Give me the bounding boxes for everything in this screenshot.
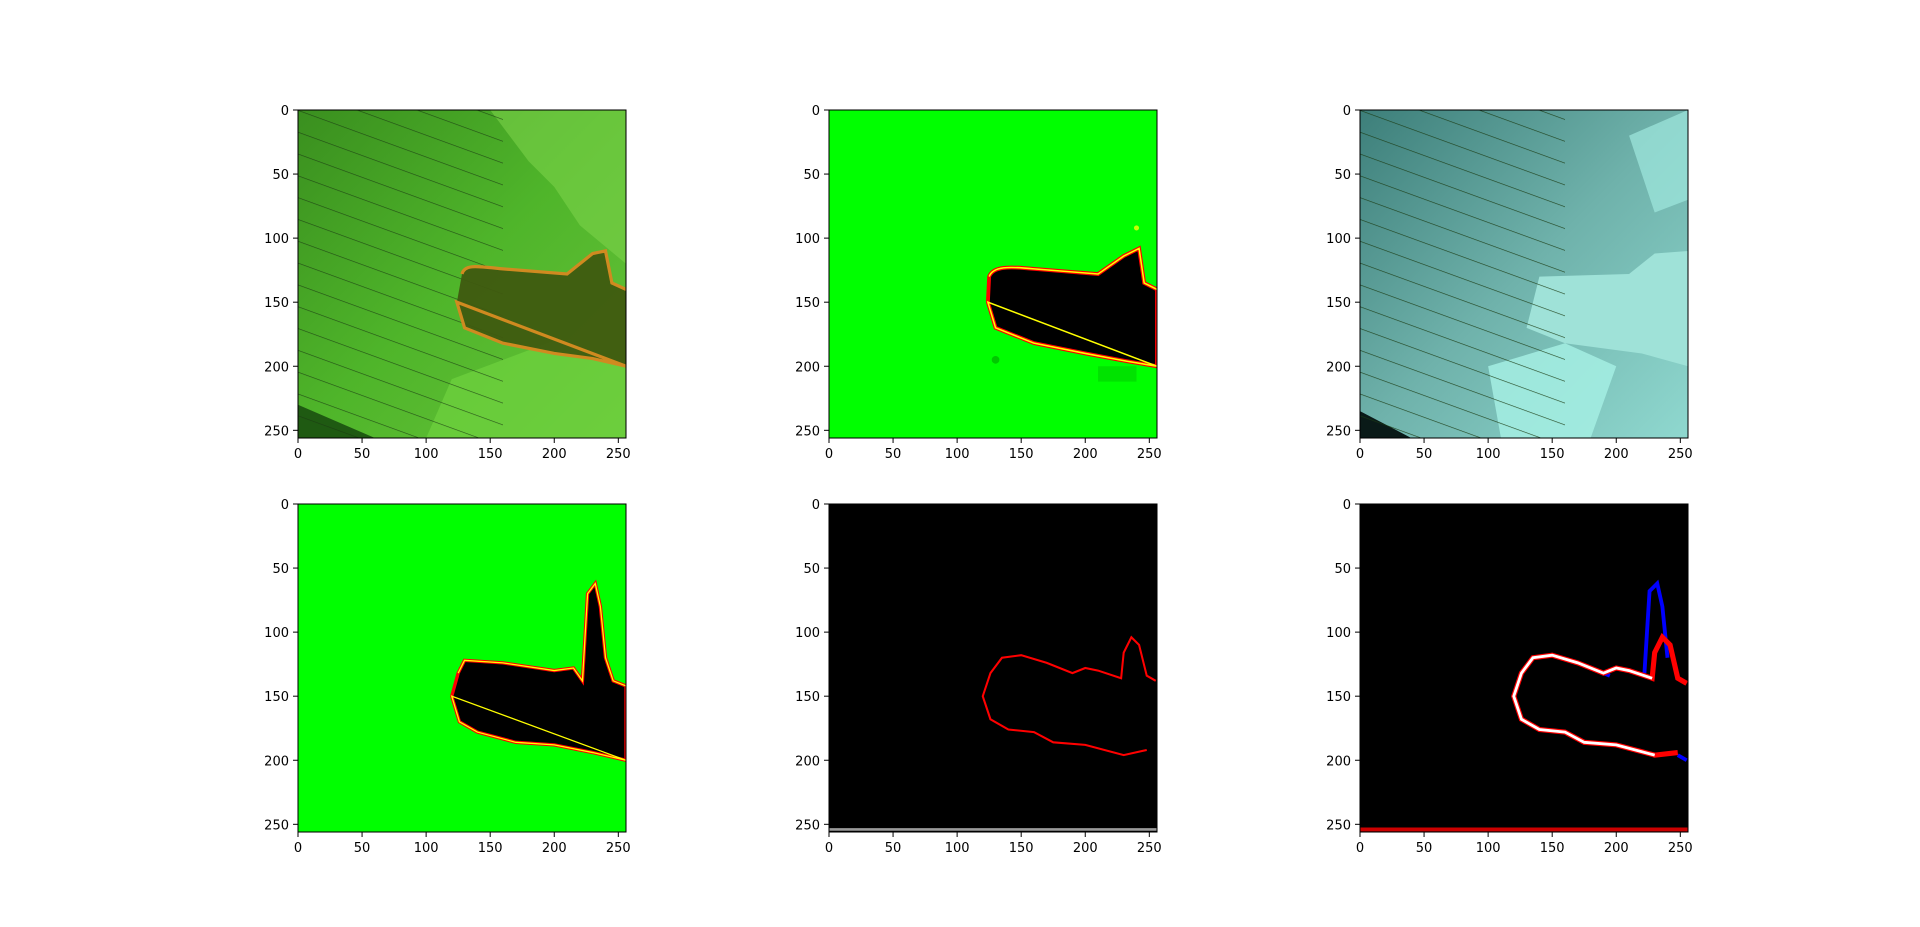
x-tick-label: 50: [885, 447, 902, 462]
y-tick-label: 250: [1326, 818, 1351, 833]
y-tick-label: 250: [264, 424, 289, 439]
image-panel-2-1: [297, 503, 627, 833]
x-tick-label: 0: [1356, 447, 1364, 462]
axis-ticks: 0 50 100 150 200 250 0 50 100 150 200 250 0 50 100 150 2…: [264, 104, 1693, 856]
x-tick-label: 250: [1137, 841, 1162, 856]
x-tick-label: 200: [1073, 447, 1098, 462]
y-tick-label: 100: [795, 232, 820, 247]
x-tick-label: 150: [1009, 447, 1034, 462]
y-tick-label: 100: [1326, 626, 1351, 641]
x-tick-label: 100: [945, 841, 970, 856]
y-tick-label: 150: [795, 690, 820, 705]
x-tick-label: 50: [1416, 841, 1433, 856]
y-tick-label: 50: [1334, 562, 1351, 577]
x-tick-label: 0: [825, 447, 833, 462]
y-tick-label: 150: [795, 296, 820, 311]
y-tick-label: 0: [812, 104, 820, 119]
x-tick-label: 0: [1356, 841, 1364, 856]
x-tick-label: 200: [1073, 841, 1098, 856]
x-tick-label: 0: [294, 841, 302, 856]
y-tick-label: 0: [812, 498, 820, 513]
y-tick-label: 50: [272, 562, 289, 577]
image-panel-1-3: [1359, 109, 1689, 439]
y-tick-label: 150: [1326, 690, 1351, 705]
y-tick-label: 250: [264, 818, 289, 833]
x-tick-label: 150: [1540, 841, 1565, 856]
y-tick-label: 50: [803, 562, 820, 577]
x-tick-label: 100: [945, 447, 970, 462]
x-tick-label: 150: [478, 841, 503, 856]
x-tick-label: 50: [354, 447, 371, 462]
y-tick-label: 0: [281, 498, 289, 513]
y-tick-label: 0: [281, 104, 289, 119]
x-tick-label: 0: [825, 841, 833, 856]
x-tick-label: 50: [1416, 447, 1433, 462]
x-tick-label: 100: [1476, 841, 1501, 856]
y-tick-label: 200: [1326, 360, 1351, 375]
image-panel-1-1: [297, 109, 627, 439]
x-tick-label: 150: [1540, 447, 1565, 462]
y-tick-label: 200: [264, 360, 289, 375]
image-panel-1-2: [828, 109, 1158, 439]
y-tick-label: 100: [795, 626, 820, 641]
x-tick-label: 50: [354, 841, 371, 856]
x-tick-label: 250: [1137, 447, 1162, 462]
image-panel-2-3: [1359, 503, 1689, 833]
y-tick-label: 150: [264, 296, 289, 311]
y-tick-label: 200: [795, 360, 820, 375]
y-tick-label: 100: [1326, 232, 1351, 247]
x-tick-label: 0: [294, 447, 302, 462]
y-tick-label: 0: [1343, 104, 1351, 119]
x-tick-label: 50: [885, 841, 902, 856]
y-tick-label: 200: [1326, 754, 1351, 769]
x-tick-label: 150: [478, 447, 503, 462]
x-tick-label: 150: [1009, 841, 1034, 856]
x-tick-label: 100: [1476, 447, 1501, 462]
y-tick-label: 150: [264, 690, 289, 705]
y-tick-label: 50: [272, 168, 289, 183]
x-tick-label: 250: [606, 447, 631, 462]
y-tick-label: 100: [264, 626, 289, 641]
x-tick-label: 100: [414, 841, 439, 856]
y-tick-label: 50: [803, 168, 820, 183]
y-tick-label: 200: [795, 754, 820, 769]
x-tick-label: 250: [1668, 841, 1693, 856]
y-tick-label: 250: [795, 424, 820, 439]
y-tick-label: 50: [1334, 168, 1351, 183]
y-tick-label: 100: [264, 232, 289, 247]
x-tick-label: 250: [1668, 447, 1693, 462]
x-tick-label: 200: [542, 841, 567, 856]
x-tick-label: 250: [606, 841, 631, 856]
y-tick-label: 200: [264, 754, 289, 769]
x-tick-label: 100: [414, 447, 439, 462]
image-panel-2-2: [828, 503, 1158, 833]
x-tick-label: 200: [1604, 841, 1629, 856]
y-tick-label: 250: [795, 818, 820, 833]
x-tick-label: 200: [542, 447, 567, 462]
y-tick-label: 0: [1343, 498, 1351, 513]
x-tick-label: 200: [1604, 447, 1629, 462]
y-tick-label: 250: [1326, 424, 1351, 439]
y-tick-label: 150: [1326, 296, 1351, 311]
